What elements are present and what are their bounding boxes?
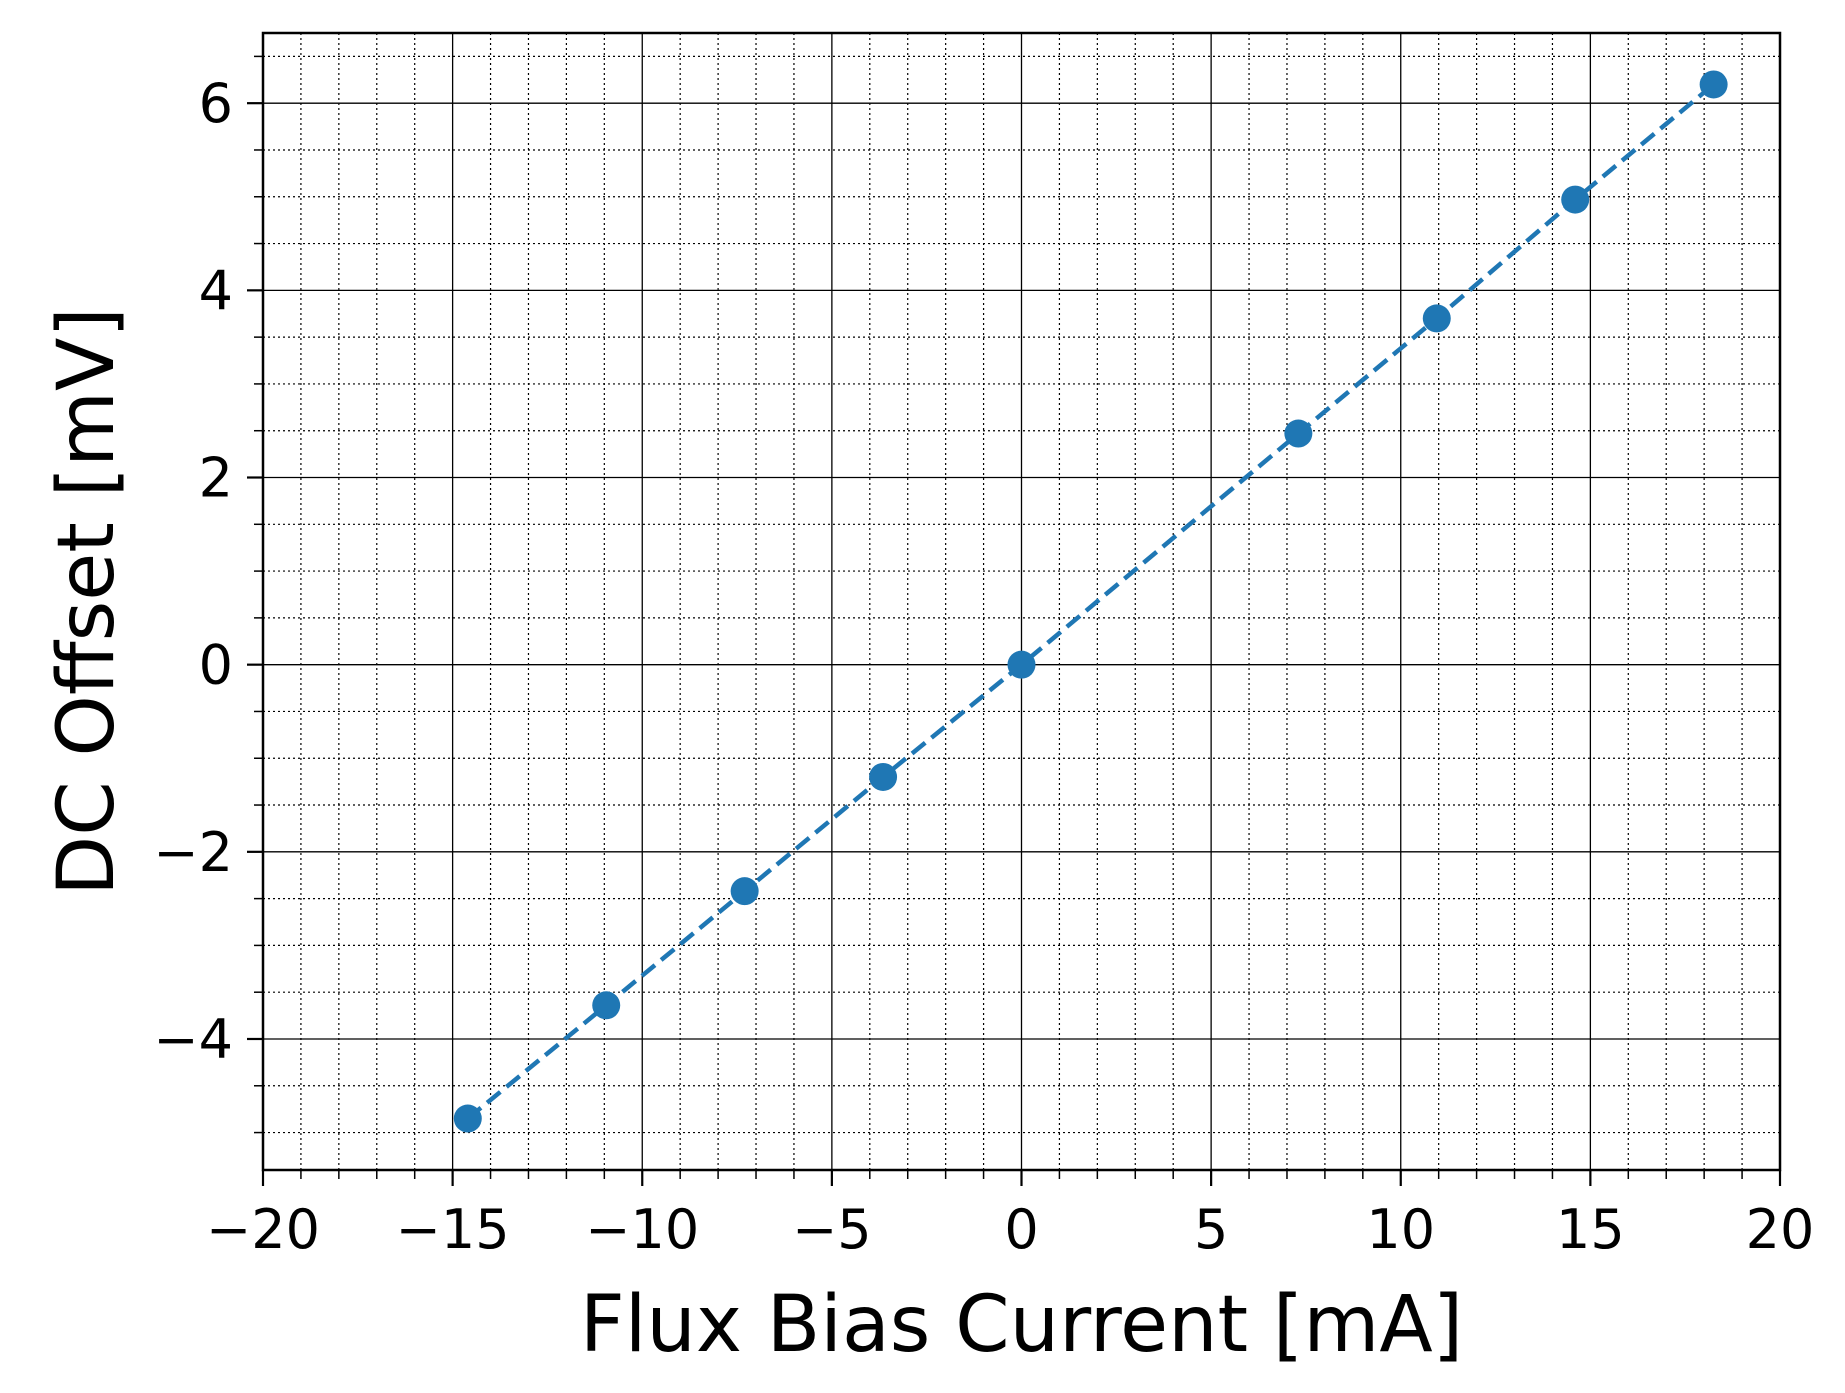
x-tick-label: 10 bbox=[1366, 1198, 1435, 1261]
data-point bbox=[730, 877, 759, 906]
data-point bbox=[1284, 419, 1313, 448]
x-tick-label: 15 bbox=[1556, 1198, 1625, 1261]
x-tick-label: −10 bbox=[585, 1198, 699, 1261]
x-tick-label: −5 bbox=[792, 1198, 872, 1261]
data-point bbox=[1561, 185, 1590, 214]
y-tick-label: 2 bbox=[199, 447, 233, 510]
x-tick-label: 0 bbox=[1004, 1198, 1038, 1261]
x-tick-label: −15 bbox=[396, 1198, 510, 1261]
data-point bbox=[592, 991, 621, 1020]
y-tick-label: 4 bbox=[199, 259, 233, 322]
y-tick-label: 0 bbox=[199, 634, 233, 697]
series-layer bbox=[453, 70, 1728, 1133]
plot-frame bbox=[261, 31, 1782, 1172]
y-tick-label: 6 bbox=[199, 72, 233, 135]
x-axis-label: Flux Bias Current [mA] bbox=[580, 1280, 1463, 1370]
major-grid bbox=[262, 33, 1781, 1170]
series-line bbox=[466, 82, 1716, 1121]
y-tick-label: −4 bbox=[153, 1008, 233, 1071]
data-point bbox=[1699, 70, 1728, 99]
data-point bbox=[869, 762, 898, 791]
y-tick-label: −2 bbox=[153, 821, 233, 884]
data-point bbox=[1422, 304, 1451, 333]
x-tick-label: 20 bbox=[1746, 1198, 1815, 1261]
y-axis-label: DC Offset [mV] bbox=[42, 307, 132, 896]
x-tick-label: −20 bbox=[206, 1198, 320, 1261]
data-point bbox=[1007, 650, 1036, 679]
x-tick-label: 5 bbox=[1194, 1198, 1228, 1261]
data-point bbox=[453, 1104, 482, 1133]
